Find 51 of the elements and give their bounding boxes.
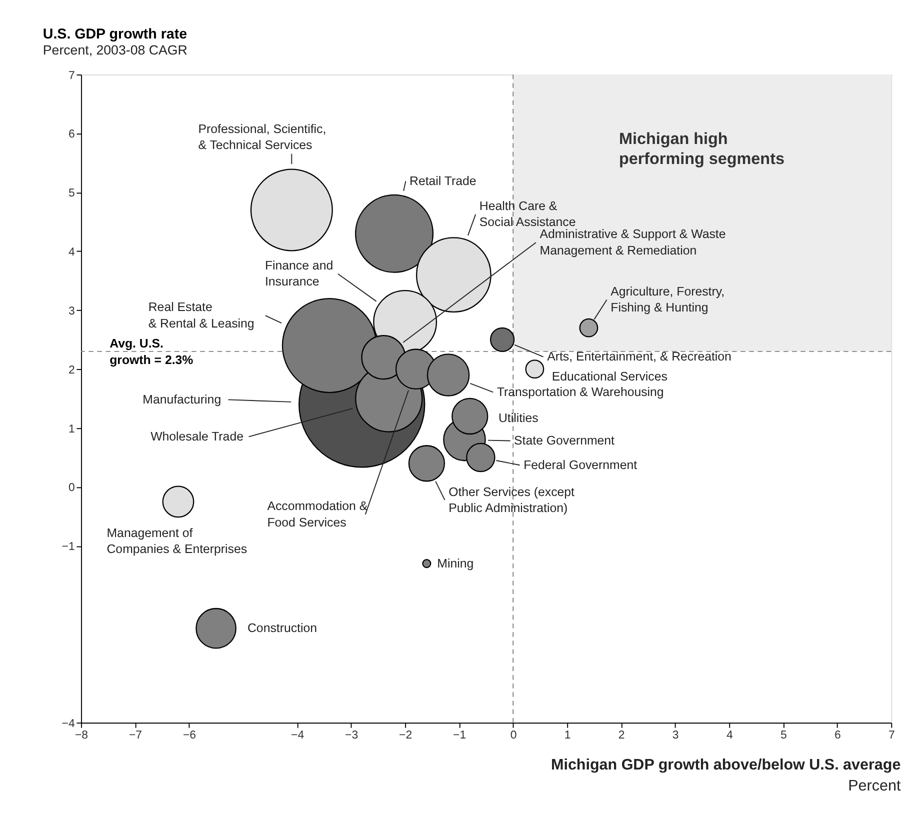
x-tick-label: 6 [834,729,841,742]
ref-line-label: Avg. U.S. growth = 2.3% [110,336,194,367]
series-label: Health Care & Social Assistance [479,199,576,230]
text: State Government [514,434,616,448]
text: Real Estate & Rental & Leasing [148,300,254,330]
chart-subtitle: Percent, 2003-08 CAGR [42,42,188,58]
x-tick-label: −3 [345,729,358,742]
y-tick-label: 1 [68,423,75,436]
series-label: Other Services (except Public Administration) [448,484,576,515]
text: Arts, Entertainment, & Recreation [547,350,732,364]
x-tick-label: −1 [453,729,466,742]
text: Professional, Scientific, & Technical Services [198,122,326,152]
series-label: Mining [437,556,474,570]
series-label: Utilities [498,410,538,425]
y-tick-label: 0 [68,482,75,494]
text: Transportation & Warehousing [496,384,664,399]
series-label: Management of Companies & Enterprises [106,526,248,556]
text: Accommodation & Food Services [267,499,368,530]
x-tick-label: 0 [510,729,517,742]
y-tick-label: −1 [62,541,75,554]
y-tick-label: 5 [68,188,75,200]
y-tick-label: 2 [68,364,75,376]
series-label: Educational Services [552,370,668,384]
band-label: Michigan high performing segments [618,130,784,168]
x-tick-label: −4 [291,729,305,742]
series-label: Retail Trade [410,174,476,188]
y-tick-label: 4 [68,246,76,259]
x-tick-label: 4 [726,729,734,742]
x-tick-label: 5 [780,729,787,742]
x-tick-label: 3 [672,729,679,742]
y-tick-label: 3 [68,305,75,318]
x-tick-label: −6 [182,729,196,742]
y-tick-label: 7 [68,70,75,82]
x-tick-label: 2 [618,729,625,742]
text: Manufacturing [142,392,222,406]
chart-title: U.S. GDP growth rate [42,26,188,42]
x-tick-label: 7 [888,729,895,742]
y-tick-label: −4 [62,718,76,730]
x-tick-label: −2 [399,729,412,742]
x-tick-label: −8 [74,729,88,742]
series-label: Agriculture, Forestry, Fishing & Hunting [610,284,725,315]
text: Federal Government [524,458,638,472]
x-axis-title: Michigan GDP growth above/below U.S. average [551,756,901,774]
text: Administrative & Support & Waste Management & Remediation [540,227,726,258]
x-tick-label: −7 [128,729,142,742]
text: Finance and Insurance [264,258,334,289]
x-tick-label: 1 [564,729,571,742]
text: Percent [848,777,902,794]
series-label: Construction [247,621,318,636]
text: Wholesale Trade [150,430,244,444]
y-tick-label: 6 [68,128,75,141]
